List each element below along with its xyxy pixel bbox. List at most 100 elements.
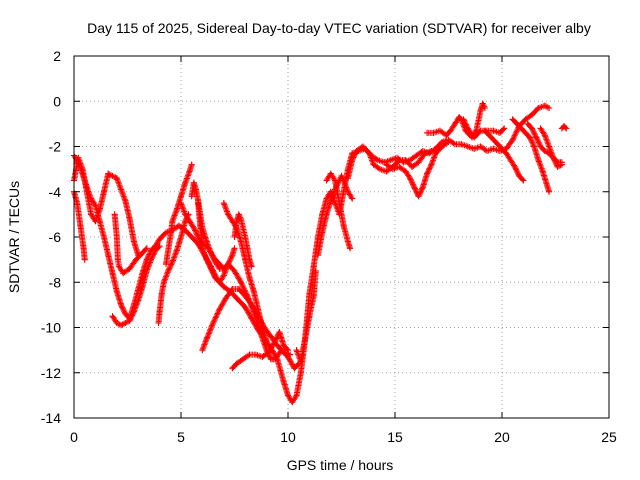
data-point bbox=[143, 267, 150, 274]
data-point bbox=[374, 157, 381, 164]
data-point bbox=[546, 105, 553, 112]
data-point bbox=[513, 120, 520, 127]
data-point bbox=[396, 157, 403, 164]
data-point bbox=[546, 143, 553, 150]
data-point bbox=[235, 211, 242, 218]
series-18 bbox=[344, 143, 435, 182]
series-17 bbox=[323, 170, 354, 252]
data-point bbox=[509, 136, 516, 143]
data-point bbox=[366, 150, 373, 157]
data-point bbox=[323, 177, 330, 184]
data-point bbox=[458, 141, 465, 148]
data-point bbox=[499, 145, 505, 152]
data-point bbox=[188, 234, 195, 240]
data-point bbox=[163, 261, 170, 268]
data-point bbox=[531, 143, 538, 150]
data-point bbox=[233, 218, 240, 225]
data-point bbox=[80, 245, 87, 252]
data-point bbox=[302, 335, 309, 342]
data-point bbox=[424, 129, 431, 136]
data-point bbox=[130, 308, 137, 315]
data-point bbox=[237, 215, 244, 222]
series-14 bbox=[231, 211, 255, 270]
data-point bbox=[280, 378, 287, 385]
data-point bbox=[203, 335, 210, 342]
data-point bbox=[220, 283, 227, 290]
data-point bbox=[481, 127, 488, 134]
data-point bbox=[432, 150, 439, 157]
data-point bbox=[231, 234, 238, 240]
data-point bbox=[188, 161, 195, 168]
data-point bbox=[235, 286, 242, 293]
data-point bbox=[188, 193, 195, 200]
data-point bbox=[81, 256, 88, 263]
data-point bbox=[387, 157, 394, 164]
data-point bbox=[439, 143, 446, 150]
data-point bbox=[255, 306, 262, 313]
series-19 bbox=[383, 138, 452, 200]
data-point bbox=[490, 145, 497, 152]
data-point bbox=[233, 360, 240, 367]
data-point bbox=[541, 132, 548, 139]
data-point bbox=[323, 211, 330, 218]
data-point bbox=[105, 252, 112, 259]
data-point bbox=[109, 270, 116, 277]
data-point bbox=[443, 132, 450, 139]
y-tick-label: -2 bbox=[49, 139, 62, 155]
data-point bbox=[526, 134, 533, 141]
data-point bbox=[173, 247, 180, 254]
data-point bbox=[74, 200, 81, 207]
data-point bbox=[113, 175, 120, 182]
data-point bbox=[167, 234, 174, 240]
data-point bbox=[409, 163, 416, 170]
data-point bbox=[165, 267, 172, 274]
data-point bbox=[477, 143, 484, 150]
data-point bbox=[421, 150, 428, 157]
data-point bbox=[411, 184, 418, 191]
data-point bbox=[220, 200, 227, 207]
data-point bbox=[233, 295, 240, 302]
x-tick-label: 15 bbox=[387, 429, 403, 445]
data-point bbox=[297, 358, 304, 365]
data-point bbox=[113, 288, 120, 295]
data-point bbox=[118, 301, 125, 308]
data-point bbox=[436, 127, 443, 134]
data-point bbox=[100, 188, 107, 195]
data-point bbox=[207, 249, 214, 256]
data-point bbox=[535, 105, 542, 112]
data-point bbox=[155, 319, 162, 326]
data-point bbox=[139, 283, 146, 290]
data-point bbox=[79, 166, 86, 173]
data-point bbox=[464, 143, 471, 150]
data-point bbox=[203, 256, 210, 263]
data-point bbox=[195, 200, 202, 207]
data-point bbox=[212, 256, 219, 263]
data-point bbox=[126, 215, 133, 222]
data-point bbox=[222, 295, 229, 302]
y-tick-label: -6 bbox=[49, 229, 62, 245]
data-point bbox=[113, 319, 120, 326]
grid bbox=[74, 56, 609, 418]
data-point bbox=[122, 310, 129, 317]
data-point bbox=[75, 154, 82, 161]
series-10 bbox=[195, 200, 238, 286]
series-4 bbox=[111, 211, 150, 277]
data-point bbox=[156, 243, 163, 250]
data-point bbox=[130, 238, 137, 245]
data-point bbox=[122, 319, 129, 326]
data-point bbox=[197, 222, 204, 229]
data-point bbox=[158, 290, 165, 297]
series-10-markers bbox=[195, 200, 238, 286]
data-point bbox=[402, 168, 409, 175]
data-point bbox=[231, 267, 238, 274]
x-tick-label: 5 bbox=[177, 429, 185, 445]
data-point bbox=[516, 172, 523, 179]
data-point bbox=[272, 338, 279, 345]
data-point bbox=[563, 125, 570, 132]
y-tick-label: 0 bbox=[53, 93, 61, 109]
series-12 bbox=[220, 200, 270, 345]
data-point bbox=[267, 333, 274, 340]
data-point bbox=[216, 279, 223, 286]
data-point bbox=[479, 100, 486, 107]
data-point bbox=[122, 197, 129, 204]
